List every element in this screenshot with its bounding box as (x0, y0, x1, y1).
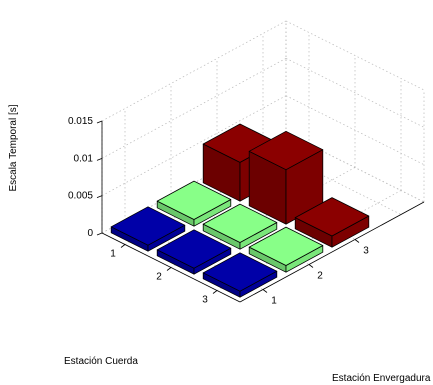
z-tick-label: 0 (87, 228, 93, 239)
x-axis-label: Estación Cuerda (64, 356, 138, 367)
z-tick (96, 120, 103, 124)
bar-top-face (248, 226, 324, 266)
z-tick-label: 0.015 (68, 116, 93, 127)
y-tick-label: 2 (317, 271, 323, 282)
bar-c1-e1 (110, 206, 186, 252)
bar-top-face (202, 203, 278, 243)
y-tick (354, 239, 360, 243)
axis-layer: 0 0.005 0.01 0.015 1 2 3 1 2 3 (68, 116, 425, 307)
bar-top-face (248, 130, 324, 171)
y-axis-line (239, 201, 425, 303)
z-tick-label: 0.01 (74, 153, 94, 164)
x-tick (120, 244, 126, 248)
wall-grid-line (101, 20, 287, 122)
y-tick-label: 1 (271, 296, 277, 307)
bar-layer (110, 123, 370, 298)
y-axis-label: Estación Envergadura (332, 373, 431, 384)
wall-grid-line (285, 95, 425, 165)
bar-c1-e2 (156, 180, 232, 227)
bar-c3-e1 (202, 252, 278, 298)
z-tick (96, 232, 103, 236)
bar-top-face (202, 252, 278, 292)
z-axis-label: Escala Temporal [s] (8, 104, 19, 191)
y-tick (262, 289, 268, 293)
z-tick-label: 0.005 (68, 191, 93, 202)
wall-grid-line (101, 95, 287, 196)
y-tick (308, 264, 314, 268)
y-tick-label: 3 (363, 246, 369, 257)
wall-grid-line (285, 58, 425, 128)
bar-c3-e3 (294, 197, 370, 248)
bar-c3-e2 (248, 226, 324, 273)
wall-grid-line (285, 132, 425, 203)
x-tick-label: 2 (156, 272, 162, 283)
z-tick (96, 157, 103, 161)
label-layer: Escala Temporal [s] Estación Cuerda Esta… (8, 104, 431, 384)
x-tick-label: 1 (110, 249, 116, 260)
wall-grid-line (285, 20, 425, 91)
bar-top-face (294, 197, 370, 237)
bar-top-face (110, 206, 186, 246)
bar-top-face (156, 229, 232, 269)
z-tick (96, 195, 103, 199)
x-tick (166, 267, 172, 271)
wall-grid-line (101, 58, 287, 159)
bar-top-face (156, 180, 232, 220)
bar-c2-e3 (248, 130, 324, 225)
x-tick (212, 290, 218, 294)
x-tick-label: 3 (202, 295, 208, 306)
bar-c2-e2 (202, 203, 278, 250)
floor-grid-line (262, 145, 402, 215)
bar-c2-e1 (156, 229, 232, 275)
